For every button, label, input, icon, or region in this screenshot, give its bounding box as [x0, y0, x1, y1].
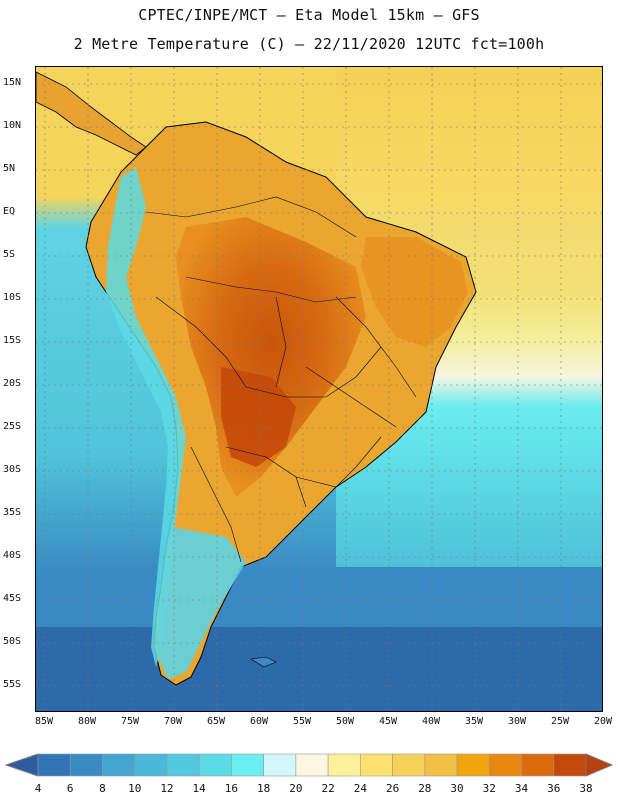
country-borders — [145, 196, 417, 563]
falkland-islands — [250, 656, 277, 668]
lat-label: 30S — [3, 464, 22, 475]
andes-cool-strip — [106, 167, 186, 667]
colorbar-swatch — [102, 753, 136, 777]
title-variable: 2 Metre Temperature (C) – 22/11/2020 12U… — [73, 35, 545, 53]
colorbar-tick-label: 24 — [353, 782, 367, 795]
lon-label: 40W — [421, 716, 441, 727]
colorbar-swatch — [231, 753, 264, 777]
lon-label: 85W — [34, 716, 54, 727]
lat-lon-grid — [36, 67, 602, 711]
lon-label: 45W — [378, 716, 398, 727]
colorbar-tick-label: 14 — [192, 782, 206, 795]
hot-region-chaco — [221, 367, 296, 467]
colorbar-swatch — [198, 753, 232, 777]
colorbar-tick-label: 26 — [385, 782, 400, 795]
patagonia-cool — [158, 527, 246, 679]
lon-label: 65W — [206, 716, 226, 727]
lat-label: 55S — [3, 679, 22, 690]
ocean-south-band — [36, 627, 602, 711]
lon-label: 60W — [249, 716, 269, 727]
lat-label: 15N — [3, 77, 22, 88]
colorbar-tick-label: 10 — [128, 782, 142, 795]
lon-label: 80W — [77, 716, 97, 727]
colorbar-tick-label: 20 — [289, 782, 303, 795]
colorbar-swatch — [263, 753, 297, 777]
colorbar-arrow-low — [4, 753, 39, 777]
lat-label: 50S — [3, 636, 22, 647]
lat-label: 20S — [3, 378, 22, 389]
colorbar-tick-label: 32 — [482, 782, 496, 795]
lat-label: 10S — [3, 292, 22, 303]
colorbar-swatch — [37, 753, 71, 777]
colorbar-tick-label: 38 — [579, 782, 593, 795]
colorbar-swatch — [327, 753, 361, 777]
lon-label: 50W — [335, 716, 355, 727]
lat-label: 15S — [3, 335, 22, 346]
colorbar-swatch — [69, 753, 103, 777]
lat-label: 5S — [3, 249, 16, 260]
colorbar-swatch — [488, 753, 522, 777]
colorbar-tick-label: 36 — [547, 782, 561, 795]
ocean-south-mid — [36, 567, 602, 627]
lon-label: 30W — [507, 716, 527, 727]
lat-label: 5N — [3, 163, 16, 174]
lon-label: 55W — [292, 716, 312, 727]
colorbar-swatch — [360, 753, 393, 777]
colorbar-arrow-high — [585, 753, 614, 777]
colorbar-tick-label: 6 — [66, 782, 74, 795]
lat-label: 25S — [3, 421, 22, 432]
colorbar-tick-label: 22 — [321, 782, 335, 795]
colorbar-tick-label: 16 — [224, 782, 239, 795]
lon-label: 70W — [163, 716, 183, 727]
temperature-map — [35, 66, 603, 712]
lat-label: 45S — [3, 593, 22, 604]
lon-label: 20W — [593, 716, 613, 727]
lon-label: 35W — [464, 716, 484, 727]
map-canvas — [36, 67, 602, 711]
colorbar-tick-label: 28 — [418, 782, 432, 795]
colorbar-tick-label: 4 — [34, 782, 42, 795]
colorbar-swatch — [134, 753, 168, 777]
colorbar-swatch — [295, 753, 329, 777]
colorbar-tick-label: 34 — [514, 782, 529, 795]
central-america — [36, 71, 147, 156]
lon-label: 75W — [120, 716, 140, 727]
colorbar-swatch — [521, 753, 555, 777]
lon-label: 25W — [550, 716, 570, 727]
colorbar — [4, 753, 614, 777]
lat-label: 10N — [3, 120, 22, 131]
lat-label: EQ — [3, 206, 16, 217]
title-model: CPTEC/INPE/MCT – Eta Model 15km – GFS — [138, 6, 480, 24]
colorbar-tick-label: 18 — [257, 782, 271, 795]
colorbar-swatch — [392, 753, 426, 777]
lat-label: 40S — [3, 550, 22, 561]
colorbar-swatch — [456, 753, 490, 777]
colorbar-tick-label: 30 — [450, 782, 464, 795]
northeast-brazil — [361, 237, 468, 347]
colorbar-swatch — [166, 753, 200, 777]
lat-label: 35S — [3, 507, 22, 518]
colorbar-tick-label: 12 — [160, 782, 174, 795]
colorbar-tick-label: 8 — [99, 782, 106, 795]
colorbar-swatch — [553, 753, 587, 777]
colorbar-swatch — [424, 753, 458, 777]
